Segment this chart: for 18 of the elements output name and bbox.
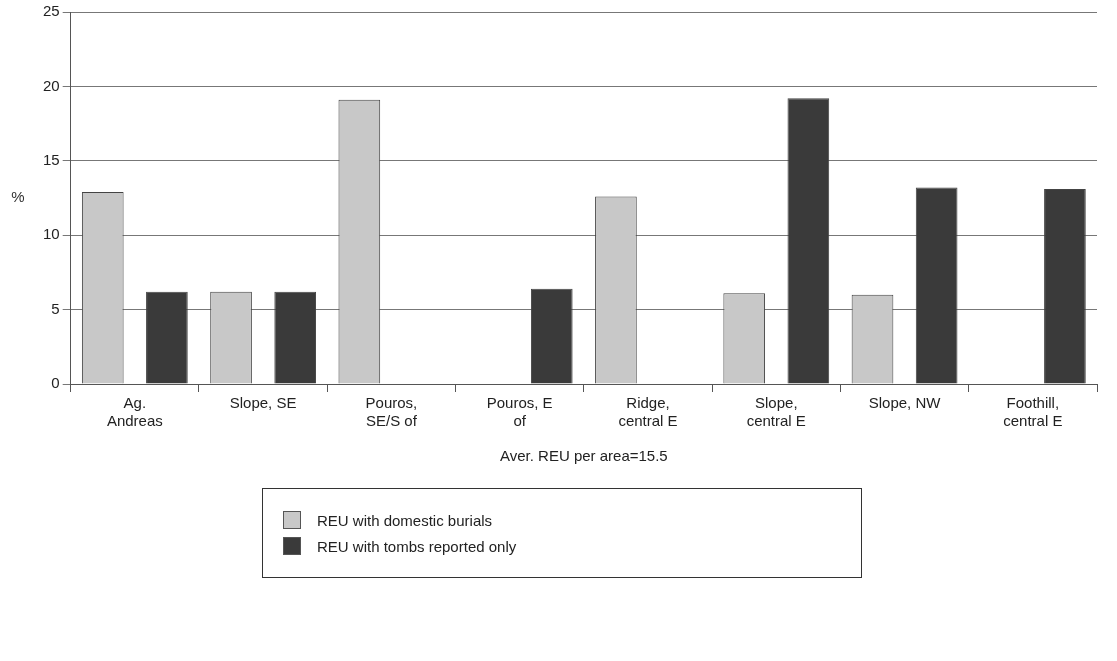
x-tick-label: Pouros, E of [486, 394, 553, 430]
y-axis-title: % [11, 188, 25, 206]
y-tick-label: 25 [43, 2, 60, 20]
y-tick-label: 20 [43, 76, 60, 94]
x-tick-label: Ag. Andreas [106, 394, 163, 430]
x-tick-label: Foothill, central E [1003, 394, 1063, 430]
x-tick-label: Pouros, SE/S of [365, 394, 418, 430]
x-axis-title: Aver. REU per area=15.5 [499, 447, 668, 465]
x-tick-label: Slope, NW [868, 394, 942, 412]
y-tick-label: 10 [43, 225, 60, 243]
y-tick-label: 0 [51, 374, 60, 392]
y-tick-label: 15 [43, 150, 60, 168]
x-tick-label: Ridge, central E [618, 394, 678, 430]
legend-label: REU with tombs reported only [317, 537, 517, 555]
x-tick-label: Slope, central E [746, 394, 806, 430]
x-tick-label: Slope, SE [229, 394, 297, 412]
y-tick-label: 5 [51, 299, 60, 317]
legend-label: REU with domestic burials [317, 511, 493, 529]
